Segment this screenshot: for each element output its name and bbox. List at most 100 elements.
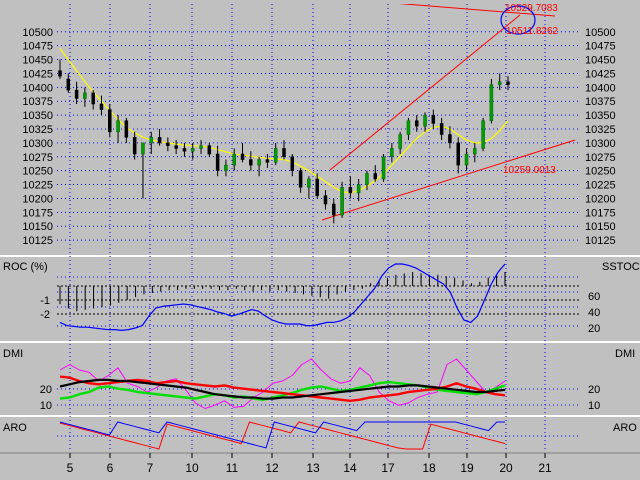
candle-body [273, 148, 278, 163]
candle-body [141, 142, 145, 155]
x-tick-label: 10 [185, 461, 199, 475]
candle-body [108, 109, 112, 133]
candle-body [431, 114, 436, 124]
x-tick-label: 11 [226, 461, 239, 475]
candle-body [439, 123, 444, 135]
aro-panel [57, 418, 581, 452]
x-tick-label: 13 [306, 461, 320, 475]
channel-lower [321, 139, 576, 221]
aroon-up-line [59, 421, 505, 449]
x-tick-label: 12 [265, 461, 279, 475]
candle-body [207, 145, 212, 155]
candle-body [414, 120, 419, 127]
candle-body [232, 153, 236, 166]
price-tick-left: 10175 [22, 207, 53, 219]
candle-body [365, 173, 369, 185]
price-tick-left: 10275 [22, 152, 53, 164]
price-tick-left: 10350 [22, 110, 53, 122]
candle-body [348, 187, 353, 194]
price-tick-right: 10475 [585, 41, 616, 53]
price-tick-left: 10325 [22, 124, 53, 136]
price-tick-right: 10400 [585, 82, 616, 94]
adx-line [59, 378, 506, 400]
dmi-tick-right: 20 [588, 384, 600, 396]
price-tick-right: 10175 [585, 207, 616, 219]
dmi-tick-right: 10 [588, 400, 600, 412]
price-tick-left: 10200 [22, 193, 53, 205]
candle-body [456, 142, 460, 166]
price-tick-left: 10475 [22, 41, 53, 53]
price-tick-right: 10225 [585, 180, 616, 192]
annotation-lower: 10259.0013 [503, 165, 556, 176]
sstoc-label: SSTOC [602, 261, 640, 273]
price-tick-right: 10300 [585, 138, 616, 150]
candle-body [390, 148, 394, 158]
candle-body [489, 84, 494, 121]
candle-body [464, 153, 469, 166]
candle-body [249, 159, 253, 166]
sstoc-tick: 40 [588, 307, 600, 319]
candle-body [373, 173, 378, 180]
price-tick-left: 10250 [22, 166, 53, 178]
dmi-panel-content [59, 358, 506, 409]
candle-body [298, 170, 303, 188]
price-tick-right: 10500 [585, 27, 616, 39]
aro-label-left: ARO [3, 422, 27, 434]
x-tick-label: 18 [422, 461, 436, 475]
candle-body [332, 203, 336, 216]
price-tick-left: 10425 [22, 68, 53, 80]
dmi-label-right: DMI [615, 348, 635, 360]
candle-body [473, 148, 477, 155]
price-tick-right: 10275 [585, 152, 616, 164]
x-tick-label: 6 [107, 461, 114, 475]
candle-body [99, 103, 104, 110]
x-tick-label: 19 [460, 461, 474, 475]
x-tick-label: 5 [67, 461, 74, 475]
dmi-label-left: DMI [3, 348, 23, 360]
price-tick-right: 10200 [585, 193, 616, 205]
candle-body [224, 164, 228, 171]
price-tick-right: 10325 [585, 124, 616, 136]
price-tick-right: 10150 [585, 221, 616, 233]
grid [57, 4, 581, 452]
highlight-ellipse [500, 5, 536, 35]
sstoc-tick: 60 [588, 291, 600, 303]
candle-body [340, 187, 344, 216]
annotation-upper-1: 10529.7083 [505, 3, 558, 14]
candle-body [132, 137, 137, 155]
x-tick-label: 20 [499, 461, 513, 475]
aro-panel-content [59, 421, 506, 450]
price-tick-right: 10350 [585, 110, 616, 122]
price-tick-right: 10125 [585, 235, 616, 247]
candle-body [448, 134, 452, 144]
candle-body [315, 178, 319, 196]
candle-body [116, 120, 120, 133]
candle-body [265, 159, 270, 163]
price-tick-left: 10375 [22, 96, 53, 108]
candle-body [190, 148, 195, 152]
aroon-down-line [59, 421, 506, 450]
axis-labels: 5 6 7 10 11 12 13 14 17 18 19 20 21 10125 10125 10150 10… [22, 27, 615, 475]
price-panel-content [58, 4, 576, 224]
price-tick-left: 10500 [22, 27, 53, 39]
annotation-upper-2: 10511.8262 [506, 26, 559, 37]
price-tick-right: 10425 [585, 68, 616, 80]
roc-tick: -2 [40, 309, 50, 321]
candle-body [83, 92, 87, 99]
dmi-panel [57, 344, 581, 414]
candle-body [74, 89, 79, 99]
candle-body [91, 92, 95, 105]
sstoc-tick: 20 [588, 323, 600, 335]
candle-body [174, 145, 178, 149]
price-tick-right: 10450 [585, 55, 616, 67]
dmi-tick-left: 10 [40, 400, 52, 412]
price-panel [57, 4, 581, 254]
candle-body [506, 81, 510, 85]
price-tick-left: 10150 [22, 221, 53, 233]
candle-body [182, 148, 187, 152]
x-tick-label: 14 [343, 461, 357, 475]
candle-body [423, 114, 427, 127]
price-tick-right: 10250 [585, 166, 616, 178]
candle-body [166, 142, 170, 146]
